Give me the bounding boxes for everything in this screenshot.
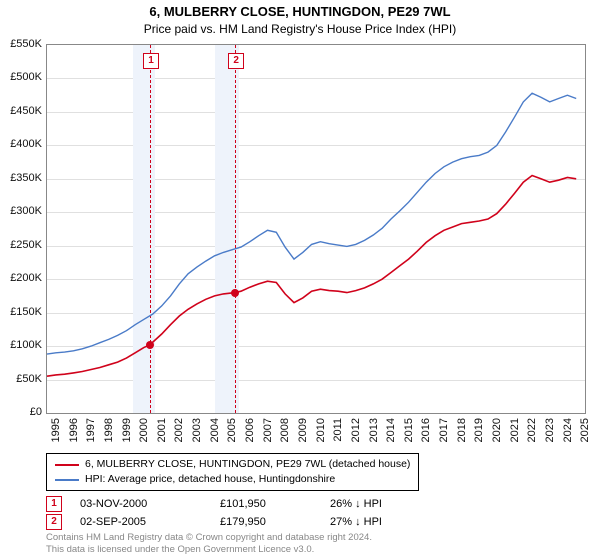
sale-marker-square: 1	[46, 496, 62, 512]
x-axis-label: 2011	[332, 418, 344, 454]
sale-row: 2 02-SEP-2005£179,95027% ↓ HPI	[46, 513, 400, 531]
sale-vs-hpi: 26% ↓ HPI	[330, 498, 400, 510]
x-axis-label: 2000	[138, 418, 150, 454]
x-axis-label: 2006	[244, 418, 256, 454]
series-line	[47, 93, 576, 354]
x-axis-label: 1999	[121, 418, 133, 454]
y-axis-label: £500K	[2, 71, 42, 83]
x-axis-label: 2015	[403, 418, 415, 454]
legend-swatch	[55, 479, 79, 481]
y-axis-label: £0	[2, 406, 42, 418]
y-axis-label: £550K	[2, 38, 42, 50]
sale-price: £179,950	[220, 516, 330, 528]
x-axis-label: 1995	[50, 418, 62, 454]
y-axis-label: £250K	[2, 239, 42, 251]
y-axis-label: £400K	[2, 138, 42, 150]
sale-row: 1 03-NOV-2000£101,95026% ↓ HPI	[46, 495, 400, 513]
x-axis-label: 2016	[420, 418, 432, 454]
footer-line1: Contains HM Land Registry data © Crown c…	[46, 532, 372, 544]
x-axis-label: 2005	[226, 418, 238, 454]
legend-swatch	[55, 464, 79, 466]
chart-plot-area: 12	[46, 44, 586, 414]
legend-item: HPI: Average price, detached house, Hunt…	[55, 472, 410, 487]
x-axis-label: 2010	[315, 418, 327, 454]
x-axis-label: 2020	[491, 418, 503, 454]
x-axis-label: 2002	[173, 418, 185, 454]
sale-marker-dot	[231, 289, 239, 297]
legend-label: HPI: Average price, detached house, Hunt…	[85, 472, 335, 487]
x-axis-label: 2009	[297, 418, 309, 454]
y-axis-label: £350K	[2, 172, 42, 184]
x-axis-label: 2025	[579, 418, 591, 454]
x-axis-label: 1998	[103, 418, 115, 454]
legend: 6, MULBERRY CLOSE, HUNTINGDON, PE29 7WL …	[46, 453, 419, 491]
chart-subtitle: Price paid vs. HM Land Registry's House …	[0, 22, 600, 36]
sale-marker-square: 2	[46, 514, 62, 530]
x-axis-label: 2017	[438, 418, 450, 454]
x-axis-label: 2019	[473, 418, 485, 454]
y-axis-label: £100K	[2, 339, 42, 351]
y-axis-label: £150K	[2, 306, 42, 318]
x-axis-label: 2018	[456, 418, 468, 454]
legend-item: 6, MULBERRY CLOSE, HUNTINGDON, PE29 7WL …	[55, 457, 410, 472]
x-axis-label: 2012	[350, 418, 362, 454]
sales-table: 1 03-NOV-2000£101,95026% ↓ HPI 2 02-SEP-200…	[46, 495, 400, 531]
x-axis-label: 2007	[262, 418, 274, 454]
y-axis-label: £200K	[2, 272, 42, 284]
sale-marker-dot	[146, 341, 154, 349]
footer-attribution: Contains HM Land Registry data © Crown c…	[46, 532, 372, 556]
sale-price: £101,950	[220, 498, 330, 510]
x-axis-label: 2024	[562, 418, 574, 454]
sale-date: 02-SEP-2005	[80, 516, 220, 528]
footer-line2: This data is licensed under the Open Gov…	[46, 544, 372, 556]
x-axis-label: 2022	[526, 418, 538, 454]
sale-date: 03-NOV-2000	[80, 498, 220, 510]
sale-vs-hpi: 27% ↓ HPI	[330, 516, 400, 528]
chart-lines	[47, 45, 585, 413]
x-axis-label: 2004	[209, 418, 221, 454]
x-axis-label: 2003	[191, 418, 203, 454]
x-axis-label: 1996	[68, 418, 80, 454]
x-axis-label: 2001	[156, 418, 168, 454]
y-axis-label: £450K	[2, 105, 42, 117]
chart-title: 6, MULBERRY CLOSE, HUNTINGDON, PE29 7WL	[0, 4, 600, 19]
x-axis-label: 2008	[279, 418, 291, 454]
series-line	[47, 176, 576, 377]
x-axis-label: 2013	[368, 418, 380, 454]
x-axis-label: 2021	[509, 418, 521, 454]
x-axis-label: 2014	[385, 418, 397, 454]
y-axis-label: £50K	[2, 373, 42, 385]
y-axis-label: £300K	[2, 205, 42, 217]
x-axis-label: 2023	[544, 418, 556, 454]
x-axis-label: 1997	[85, 418, 97, 454]
legend-label: 6, MULBERRY CLOSE, HUNTINGDON, PE29 7WL …	[85, 457, 410, 472]
